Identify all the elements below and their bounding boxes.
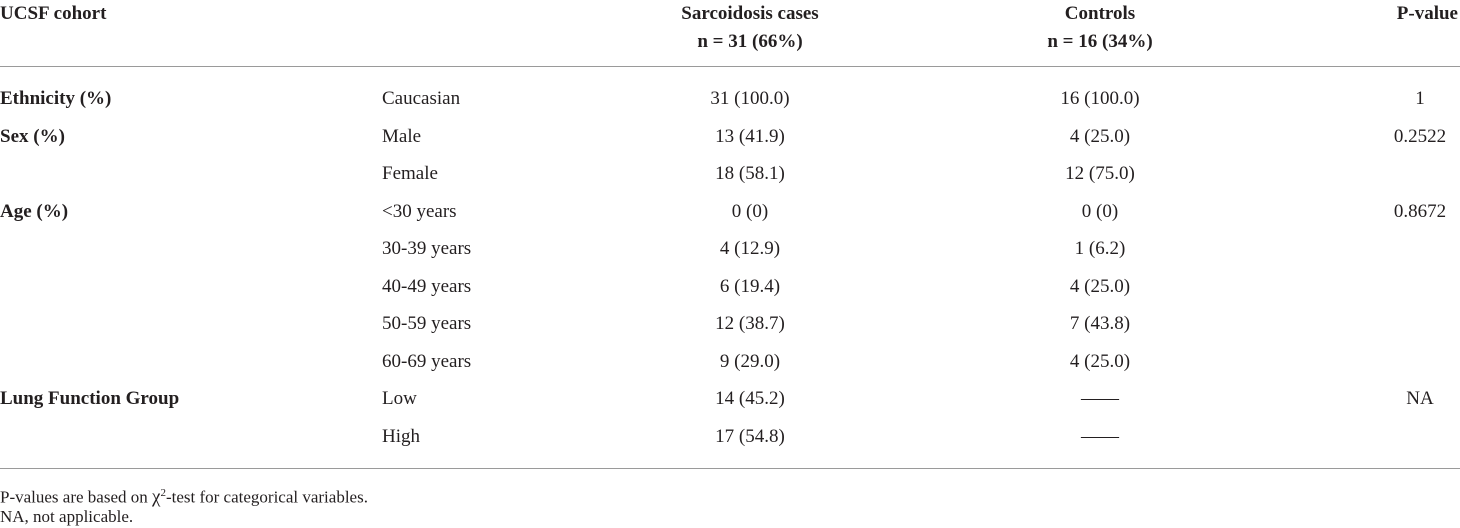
footnote: P-values are based on χ2-test for catego… [0, 482, 368, 509]
table-cell: 16 (100.0) [1060, 88, 1140, 109]
table-cell: 4 (25.0) [1069, 275, 1131, 297]
table-cell: Male [382, 125, 422, 147]
table-cell: —— [1081, 388, 1119, 409]
table-cell: 9 (29.0) [719, 350, 781, 372]
table-cell: 6 (19.4) [719, 275, 781, 297]
header-cell: Controls [1064, 3, 1136, 24]
header-cell: Sarcoidosis cases [681, 3, 819, 24]
table-cell: NA [1406, 388, 1434, 409]
table-cell: 30-39 years [382, 238, 472, 259]
table-cell: Female [382, 163, 438, 184]
table-cell: 13 (41.9) [715, 125, 785, 147]
table-cell: 40-49 years [382, 275, 472, 297]
footnote: NA, not applicable. [0, 507, 134, 526]
table-cell: 1 (6.2) [1074, 238, 1126, 259]
table-cell: 14 (45.2) [715, 388, 785, 409]
table-cell: 60-69 years [382, 350, 472, 372]
footnote-text: P-values are based on [0, 487, 153, 507]
table-cell: 31 (100.0) [710, 88, 790, 109]
table-cell: 18 (58.1) [715, 163, 785, 184]
table-cell: Low [382, 388, 417, 409]
table-cell: 12 (38.7) [715, 313, 785, 334]
table-cell: 4 (12.9) [719, 238, 781, 259]
header-cell: P-value [1396, 3, 1458, 24]
row-label: Sex (%) [0, 125, 65, 147]
table-cell: 50-59 years [382, 313, 472, 334]
header-cell: n = 16 (34%) [1047, 31, 1153, 52]
table-cell: 0 (0) [1081, 200, 1119, 222]
row-label: Lung Function Group [0, 388, 180, 409]
table-cell: —— [1081, 425, 1119, 447]
table-cell: High [382, 425, 420, 447]
table-cell: <30 years [382, 200, 457, 222]
header-cell: n = 31 (66%) [697, 31, 803, 52]
row-label: Ethnicity (%) [0, 88, 112, 109]
table-cell: 0.2522 [1393, 125, 1447, 147]
row-label: Age (%) [0, 200, 69, 222]
footnote-symbol: χ [152, 486, 161, 508]
header-rule [0, 66, 1460, 67]
table-cell: 7 (43.8) [1069, 313, 1131, 334]
table-cell: 12 (75.0) [1065, 163, 1135, 184]
table-cell: 0.8672 [1393, 200, 1447, 222]
table-cell: 17 (54.8) [715, 425, 785, 447]
bottom-rule [0, 468, 1460, 469]
table-cell: 4 (25.0) [1069, 350, 1131, 372]
footnote-sup: 2 [160, 487, 166, 499]
table-cell: 0 (0) [731, 200, 769, 222]
table-cell: 4 (25.0) [1069, 125, 1131, 147]
header-cell: UCSF cohort [0, 3, 107, 24]
table-cell: 1 [1415, 88, 1425, 109]
footnote-text: -test for categorical variables. [165, 487, 368, 507]
table-cell: Caucasian [382, 88, 461, 109]
